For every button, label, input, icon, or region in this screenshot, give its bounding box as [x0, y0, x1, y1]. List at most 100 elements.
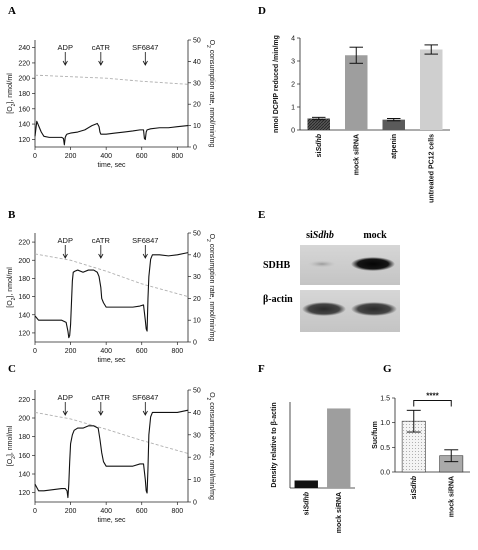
y2-axis-label: O2 consumption rate, nmol/min/mg	[205, 234, 215, 342]
annotation-arrow-head	[98, 60, 104, 66]
y2-tick-label: 30	[193, 432, 201, 439]
panel-letter-d: D	[258, 5, 266, 17]
chart-dcpip-bars: 0 1 2 3 4 nmol DCPIP reduced /min/mg siSdhb moc…	[273, 35, 450, 203]
x-axis-label: time, sec	[97, 357, 126, 364]
annotation-label: cATR	[92, 43, 111, 52]
x-tick-label: 800	[171, 153, 183, 160]
blot-band-sdhb-sisdhb	[308, 260, 336, 268]
y2-axis-label: O2 consumption rate, nmol/min/mg	[205, 40, 215, 148]
panel-letter-c: C	[8, 363, 16, 375]
y2-axis-label: O2 consumption rate, nmol/min/mg	[205, 392, 215, 500]
y2-tick-label: 10	[193, 318, 201, 325]
y-tick-label: 220	[18, 60, 30, 67]
y2-tick-label: 50	[193, 388, 201, 395]
series-rate-line	[34, 409, 189, 499]
annotation-arrow-head	[142, 410, 148, 416]
x-tick-label: 200	[65, 348, 77, 355]
y2-tick-label: 0	[193, 340, 197, 347]
blot-row-label-sdhb: SDHB	[263, 260, 291, 271]
x-tick-label: 400	[100, 508, 112, 515]
y-axis-label: nmol DCPIP reduced /min/mg	[273, 35, 280, 133]
bar	[420, 49, 443, 130]
y2-tick-label: 0	[193, 145, 197, 152]
y2-tick-label: 40	[193, 410, 201, 417]
y-tick-label: 160	[18, 106, 30, 113]
y-tick-label: 160	[18, 453, 30, 460]
western-blot: siSdhb mock SDHB β-actin	[263, 230, 400, 332]
y-tick-label: 4	[291, 36, 295, 43]
y2-tick-label: 40	[193, 252, 201, 259]
y-tick-label: 0	[291, 128, 295, 135]
y2-tick-label: 30	[193, 80, 201, 87]
category-label: untreated PC12 cells	[428, 134, 435, 203]
panel-letter-g: G	[383, 363, 392, 375]
blot-band-actin-sisdhb	[302, 302, 346, 316]
blot-band-sdhb-mock	[351, 257, 395, 271]
x-tick-label: 0	[33, 508, 37, 515]
y-tick-label: 200	[18, 76, 30, 83]
y2-tick-label: 50	[193, 231, 201, 238]
category-label: siSdhb	[316, 133, 323, 157]
chart-density-bars: Density relative to β-actin siSdhb mock si…	[271, 402, 355, 533]
bar	[294, 480, 318, 488]
y2-tick-label: 20	[193, 102, 201, 109]
category-label: mock siRNA	[353, 134, 360, 175]
blot-col-label-sisdhb: siSdhb	[306, 230, 334, 241]
y-tick-label: 180	[18, 434, 30, 441]
y-tick-label: 1.5	[380, 396, 390, 403]
y-tick-label: 2	[291, 82, 295, 89]
y-tick-label: 180	[18, 91, 30, 98]
y2-tick-label: 0	[193, 500, 197, 507]
x-tick-label: 400	[100, 348, 112, 355]
y2-tick-label: 40	[193, 59, 201, 66]
x-tick-label: 800	[171, 348, 183, 355]
y-axis-label: Density relative to β-actin	[271, 402, 278, 487]
y2-tick-label: 20	[193, 296, 201, 303]
chart-oxygen-b: 0 200 400 600 800 120 140 160 180 200 220 0 10 20 30 40…	[7, 231, 215, 365]
significance-bracket	[413, 399, 452, 407]
bar	[345, 55, 368, 130]
series-oxygen-line	[34, 74, 189, 85]
y-tick-label: 1.0	[380, 420, 390, 427]
category-label: mock siRNA	[336, 492, 343, 533]
annotation-label: cATR	[92, 393, 111, 402]
y-tick-label: 120	[18, 137, 30, 144]
y-tick-label: 140	[18, 122, 30, 129]
x-tick-label: 200	[65, 508, 77, 515]
series-oxygen-line	[34, 253, 189, 298]
y2-tick-label: 20	[193, 455, 201, 462]
x-axis-label: time, sec	[97, 162, 126, 169]
x-tick-label: 600	[136, 153, 148, 160]
y-tick-label: 120	[18, 330, 30, 337]
x-tick-label: 800	[171, 508, 183, 515]
panel-letter-a: A	[8, 5, 16, 17]
chart-oxygen-c: 0 200 400 600 800 120 140 160 180 200 220 0 10 20 30 40…	[7, 388, 215, 525]
y-tick-label: 180	[18, 276, 30, 283]
annotation-arrow-head	[98, 253, 104, 259]
x-tick-label: 600	[136, 348, 148, 355]
y-tick-label: 160	[18, 294, 30, 301]
y-tick-label: 1	[291, 105, 295, 112]
series-rate-line	[34, 252, 189, 339]
series-rate-line	[34, 120, 189, 146]
series-oxygen-line	[34, 411, 189, 454]
x-tick-label: 0	[33, 153, 37, 160]
annotation-arrow-head	[98, 410, 104, 416]
blot-row-label-actin: β-actin	[263, 294, 293, 305]
bar	[327, 408, 351, 488]
annotation-arrow-head	[142, 60, 148, 66]
x-tick-label: 0	[33, 348, 37, 355]
y2-tick-label: 10	[193, 477, 201, 484]
y-tick-label: 0.0	[380, 470, 390, 477]
annotation-arrow-head	[62, 60, 68, 66]
chart-sucfum-bars: 0.0 0.5 1.0 1.5 Suc/fum siSdhb mock siRNA ****	[372, 391, 470, 517]
annotation-arrow-head	[142, 253, 148, 259]
blot-col-label-mock: mock	[363, 230, 387, 241]
annotation-label: cATR	[92, 236, 111, 245]
x-axis-label: time, sec	[97, 517, 126, 524]
y2-tick-label: 10	[193, 123, 201, 130]
x-tick-label: 200	[65, 153, 77, 160]
y-tick-label: 3	[291, 59, 295, 66]
y2-tick-label: 50	[193, 38, 201, 45]
